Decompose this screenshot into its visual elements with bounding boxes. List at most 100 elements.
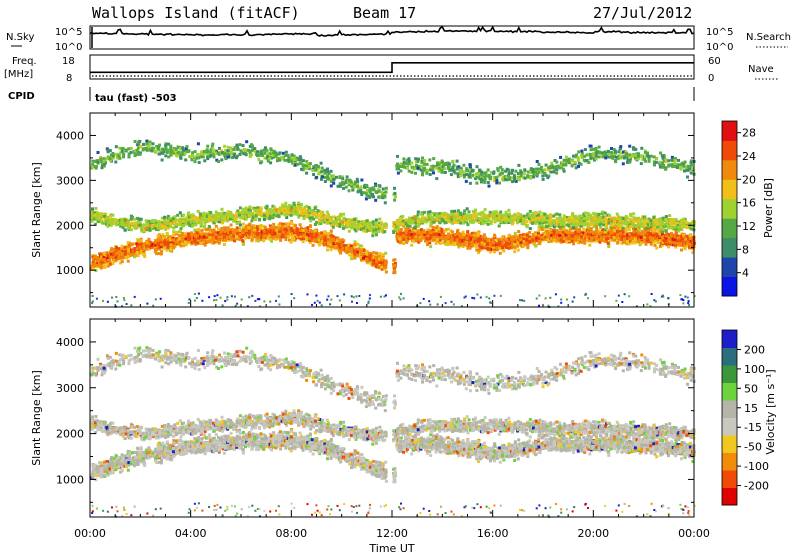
power-cell [586, 233, 590, 237]
power-cell [338, 238, 342, 242]
power-cell [402, 242, 405, 245]
power-cell [466, 223, 470, 227]
power-cell [242, 207, 246, 211]
power-cell [277, 228, 281, 232]
power-cell [416, 213, 420, 217]
power-cell [134, 224, 138, 228]
power-cell [667, 233, 671, 237]
power-cell [242, 233, 246, 237]
power-cell [203, 243, 207, 247]
power-cell [251, 206, 255, 210]
power-cell [200, 233, 204, 237]
power-cell [113, 248, 117, 252]
power-cell [372, 259, 375, 263]
power-cell [140, 229, 144, 233]
power-cell [236, 235, 240, 239]
power-cell [162, 237, 166, 241]
power-cell [300, 207, 304, 211]
power-cell [189, 219, 193, 223]
power-cell [123, 245, 127, 249]
power-cell [580, 240, 584, 244]
power-cell [535, 237, 539, 241]
power-cell [288, 230, 291, 234]
power-cell [513, 233, 517, 237]
power-cell [680, 248, 683, 252]
power-cell [245, 212, 249, 216]
power-cell [278, 206, 282, 210]
power-cell [567, 232, 571, 236]
power-cell [637, 238, 641, 242]
power-cell [100, 255, 104, 259]
power-cell [535, 234, 539, 238]
power-cell [187, 234, 191, 238]
power-cell [570, 231, 574, 235]
power-cell [461, 230, 465, 234]
power-cell [498, 251, 502, 255]
power-cell [408, 229, 412, 232]
power-cell [185, 234, 189, 238]
power-cell [378, 252, 382, 255]
power-cell [323, 234, 327, 237]
power-cell [486, 242, 490, 246]
power-cell [658, 239, 662, 243]
power-cell [479, 237, 483, 241]
power-cell [236, 211, 240, 215]
power-cell [145, 220, 149, 224]
power-cell [494, 218, 498, 222]
power-cell [564, 238, 568, 242]
power-cell [465, 213, 469, 217]
power-cell [284, 204, 288, 208]
power-cell [429, 224, 433, 228]
power-cell [141, 224, 145, 228]
power-cell [375, 252, 379, 255]
power-cell [416, 220, 420, 223]
power-cell [683, 243, 687, 247]
power-cell [298, 228, 302, 232]
power-cell [338, 222, 342, 226]
power-cell [245, 226, 248, 230]
power-cell [277, 213, 281, 217]
power-cell [292, 223, 296, 227]
power-cell [139, 249, 143, 253]
power-cell [404, 227, 408, 231]
power-cell [296, 213, 300, 216]
power-cell [645, 239, 649, 243]
power-cell [356, 223, 360, 227]
power-cell [111, 222, 115, 226]
power-cell [259, 211, 263, 215]
power-cell [103, 220, 107, 224]
power-cell [236, 209, 240, 213]
power-cell [441, 214, 445, 217]
nave-label: Nave [748, 64, 774, 75]
power-cell [601, 236, 605, 240]
power-cell [296, 231, 300, 234]
power-cell [196, 216, 200, 220]
power-cell [454, 233, 457, 236]
power-cell [685, 234, 689, 238]
power-cell [94, 216, 98, 220]
power-cell [96, 256, 100, 260]
power-cell [601, 228, 605, 232]
power-cell [556, 235, 560, 239]
power-cell [357, 247, 361, 251]
power-cell [431, 231, 435, 235]
power-cell [166, 226, 170, 230]
power-cell [287, 225, 291, 229]
power-cell [440, 230, 444, 234]
power-cell [613, 233, 617, 237]
power-cell [126, 254, 130, 257]
power-cell [196, 241, 200, 245]
power-cell [393, 258, 397, 262]
power-cell [144, 226, 148, 230]
power-cell [652, 240, 656, 244]
power-cell [405, 231, 409, 235]
power-cell [281, 233, 285, 237]
power-cell [215, 238, 219, 242]
power-cell [192, 220, 196, 224]
power-cell [298, 223, 302, 227]
power-cell [623, 237, 626, 241]
power-cell [244, 209, 248, 212]
power-cell [628, 232, 632, 236]
power-cell [159, 244, 163, 248]
power-cell [396, 229, 400, 233]
